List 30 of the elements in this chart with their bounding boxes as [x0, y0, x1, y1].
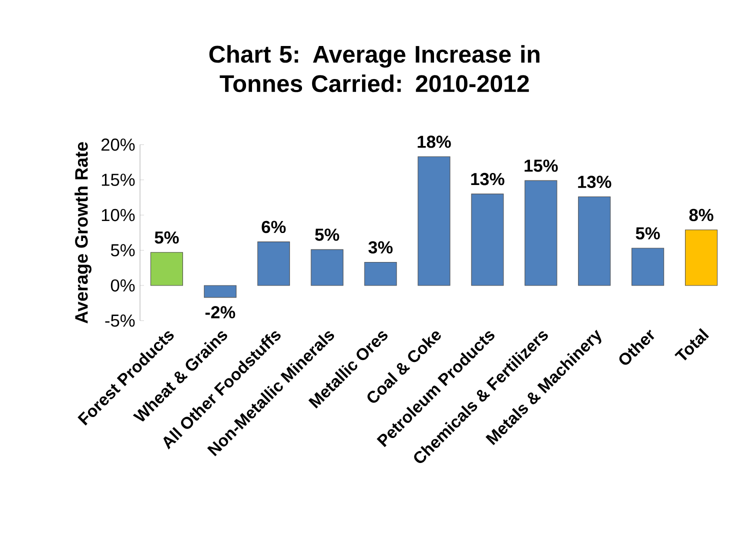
bar — [257, 242, 290, 286]
data-label: 5% — [154, 231, 179, 244]
bar — [150, 252, 184, 286]
y-tick-label: 10% — [102, 208, 135, 222]
data-label: 13% — [578, 176, 612, 188]
bar — [364, 262, 397, 286]
bar — [524, 180, 558, 286]
data-label: 18% — [418, 136, 451, 148]
data-label: 8% — [689, 208, 714, 222]
bar — [310, 249, 344, 286]
data-label: 5% — [315, 228, 340, 241]
bar — [578, 196, 611, 286]
data-label: 15% — [524, 160, 558, 172]
data-label: -2% — [205, 306, 236, 318]
bar — [632, 248, 664, 286]
bar — [418, 156, 450, 286]
data-label: 3% — [368, 241, 393, 254]
bar — [204, 285, 236, 298]
chart-title: Chart 5: Average Increase in Tonnes Carried: 2010-2012 — [209, 45, 540, 92]
data-label: 13% — [471, 172, 504, 186]
y-tick-label: -5% — [105, 314, 135, 327]
y-tick-label: 0% — [110, 279, 135, 292]
data-label: 5% — [636, 227, 660, 240]
bar — [685, 230, 718, 286]
y-tick-label: 5% — [110, 244, 135, 256]
bar — [471, 194, 504, 286]
y-tick-label: 15% — [102, 174, 135, 186]
y-axis-title: Average Growth Rate — [74, 142, 92, 324]
y-tick-label: 20% — [101, 138, 135, 151]
data-label: 6% — [262, 220, 286, 234]
